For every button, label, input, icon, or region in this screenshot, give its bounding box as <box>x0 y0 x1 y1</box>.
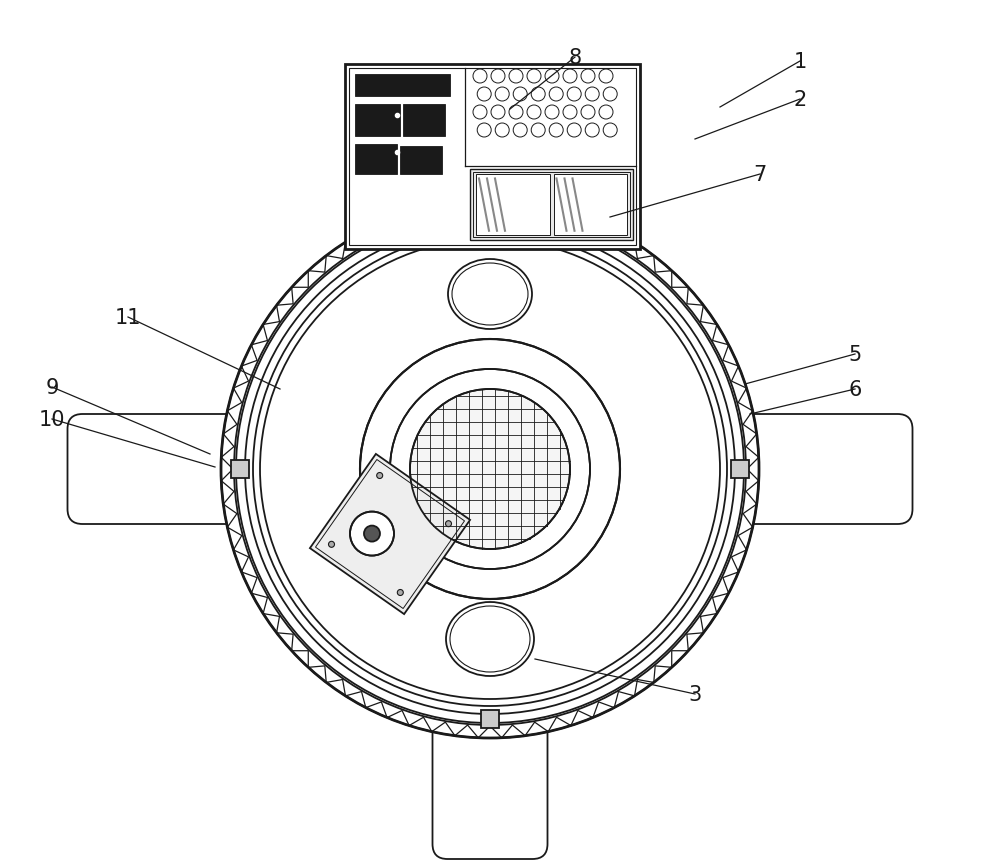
Circle shape <box>360 339 620 599</box>
Bar <box>400 147 442 175</box>
Bar <box>355 75 450 97</box>
Ellipse shape <box>448 260 532 330</box>
FancyBboxPatch shape <box>68 414 253 524</box>
Bar <box>355 145 397 175</box>
Bar <box>481 710 499 728</box>
Text: 7: 7 <box>753 164 767 185</box>
Circle shape <box>410 389 570 549</box>
FancyBboxPatch shape <box>450 195 530 264</box>
Circle shape <box>221 201 759 738</box>
Bar <box>731 461 749 479</box>
Circle shape <box>390 369 590 569</box>
Circle shape <box>364 526 380 542</box>
Text: 10: 10 <box>39 410 65 430</box>
Bar <box>481 211 499 229</box>
Circle shape <box>329 542 335 548</box>
Text: 11: 11 <box>115 307 141 328</box>
Bar <box>473 173 630 238</box>
Text: 5: 5 <box>848 344 862 364</box>
Text: 2: 2 <box>793 90 807 110</box>
Bar <box>480 210 500 230</box>
Polygon shape <box>310 455 470 615</box>
Text: 1: 1 <box>793 52 807 72</box>
FancyBboxPatch shape <box>433 699 548 859</box>
Bar <box>403 105 445 137</box>
Bar <box>355 105 400 137</box>
Text: 8: 8 <box>568 48 582 68</box>
Bar <box>231 461 249 479</box>
Circle shape <box>445 521 451 527</box>
Bar <box>349 69 636 245</box>
Circle shape <box>397 590 403 596</box>
Text: 9: 9 <box>45 378 59 398</box>
Bar <box>470 170 633 240</box>
Text: 6: 6 <box>848 380 862 400</box>
Bar <box>345 65 640 250</box>
Circle shape <box>377 473 383 479</box>
Ellipse shape <box>446 603 534 676</box>
Bar <box>554 176 627 235</box>
FancyBboxPatch shape <box>728 414 912 524</box>
Text: 3: 3 <box>688 684 702 704</box>
Bar <box>476 176 550 235</box>
Circle shape <box>350 512 394 556</box>
